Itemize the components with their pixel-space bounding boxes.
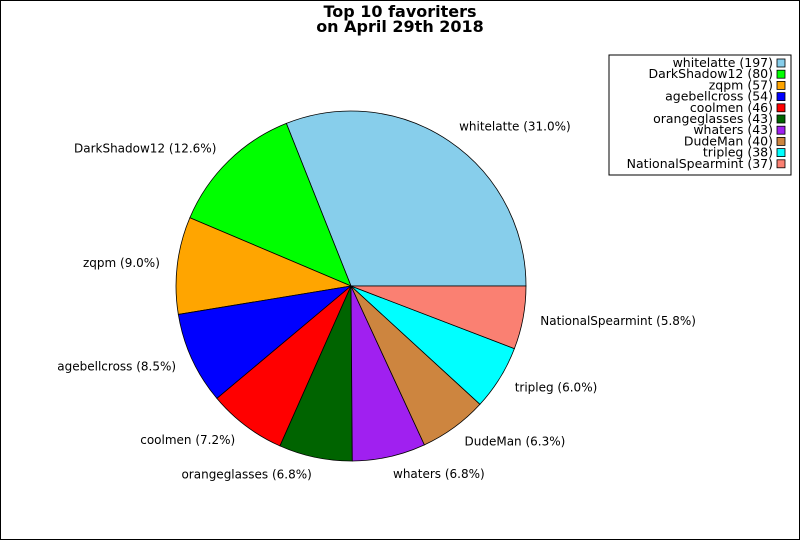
legend-label-whitelatte: whitelatte (197) xyxy=(673,55,773,70)
legend-swatch-agebellcross xyxy=(776,92,786,101)
legend-label-orangeglasses: orangeglasses (43) xyxy=(653,111,773,126)
legend-swatch-tripleg xyxy=(776,148,786,158)
chart-title-line-2: on April 29th 2018 xyxy=(316,17,484,36)
slice-label-nationalspearmint: NationalSpearmint (5.8%) xyxy=(540,314,696,328)
pie-slice-whitelatte xyxy=(285,110,527,287)
slice-label-zqpm: zqpm (9.0%) xyxy=(83,256,160,270)
slice-label-coolmen: coolmen (7.2%) xyxy=(140,433,235,447)
legend-swatch-darkshadow12 xyxy=(776,69,786,79)
legend-swatch-zqpm xyxy=(776,81,786,90)
legend-swatch-nationalspearmint xyxy=(776,159,786,169)
slice-label-tripleg: tripleg (6.0%) xyxy=(515,380,598,394)
pie-slice-agebellcross xyxy=(177,285,353,399)
legend-swatch-whaters xyxy=(776,125,786,135)
pie-slice-darkshadow12 xyxy=(189,122,352,287)
legend-label-coolmen: coolmen (46) xyxy=(690,100,773,115)
legend-swatch-coolmen xyxy=(776,103,786,113)
legend-label-zqpm: zqpm (57) xyxy=(709,77,773,92)
pie-slices xyxy=(175,110,527,462)
pie-slice-nationalspearmint xyxy=(350,285,527,350)
legend-label-agebellcross: agebellcross (54) xyxy=(665,89,773,104)
legend-label-darkshadow12: DarkShadow12 (80) xyxy=(648,66,773,81)
slice-label-whaters: whaters (6.8%) xyxy=(393,467,485,481)
slice-label-agebellcross: agebellcross (8.5%) xyxy=(57,359,176,373)
slice-labels: whitelatte (31.0%) DarkShadow12 (12.6%) zq… xyxy=(57,120,696,482)
slice-label-dudeman: DudeMan (6.3%) xyxy=(465,435,566,449)
slice-label-darkshadow12: DarkShadow12 (12.6%) xyxy=(74,141,216,155)
legend-box xyxy=(608,54,792,176)
legend-label-dudeman: DudeMan (40) xyxy=(684,133,773,148)
slice-label-whitelatte: whitelatte (31.0%) xyxy=(459,120,571,134)
legend-label-whaters: whaters (43) xyxy=(693,122,773,137)
chart-title-line-1: Top 10 favoriters xyxy=(323,2,476,21)
pie-slice-zqpm xyxy=(175,217,353,315)
legend-swatch-dudeman xyxy=(776,136,786,146)
legend-label-nationalspearmint: NationalSpearmint (37) xyxy=(627,156,773,171)
legend-swatch-orangeglasses xyxy=(776,114,786,124)
slice-label-orangeglasses: orangeglasses (6.8%) xyxy=(181,468,311,482)
legend-swatch-whitelatte xyxy=(776,58,786,68)
legend-label-tripleg: tripleg (38) xyxy=(703,145,773,160)
legend: whitelatte (197)DarkShadow12 (80)zqpm (5… xyxy=(608,54,792,176)
